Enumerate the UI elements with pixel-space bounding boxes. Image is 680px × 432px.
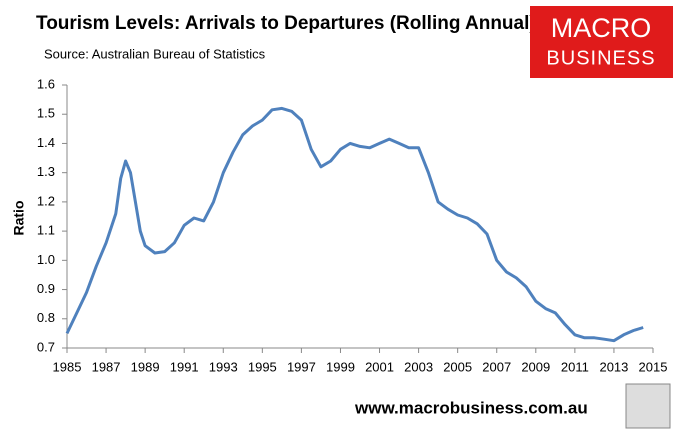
y-axis-label: Ratio — [11, 201, 27, 236]
x-tick-label: 1989 — [131, 359, 160, 374]
y-tick-label: 1.4 — [37, 135, 55, 150]
x-tick-label: 2007 — [482, 359, 511, 374]
x-tick-label: 1995 — [248, 359, 277, 374]
chart-subtitle: Source: Australian Bureau of Statistics — [44, 46, 266, 61]
logo-bottom: BUSINESS — [546, 47, 655, 69]
y-tick-label: 0.8 — [37, 310, 55, 325]
y-tick-label: 0.9 — [37, 281, 55, 296]
y-tick-label: 1.1 — [37, 223, 55, 238]
x-tick-label: 2015 — [639, 359, 668, 374]
footer: www.macrobusiness.com.au — [354, 398, 588, 417]
wolf-icon — [625, 383, 671, 429]
x-tick-label: 2001 — [365, 359, 394, 374]
logo-top: MACRO — [551, 13, 652, 43]
y-tick-label: 0.7 — [37, 339, 55, 354]
chart-title: Tourism Levels: Arrivals to Departures (… — [36, 13, 536, 34]
y-tick-label: 1.0 — [37, 252, 55, 267]
y-tick-label: 1.2 — [37, 193, 55, 208]
x-tick-label: 1993 — [209, 359, 238, 374]
x-tick-label: 2009 — [521, 359, 550, 374]
x-tick-label: 2003 — [404, 359, 433, 374]
x-tick-label: 2011 — [561, 359, 589, 374]
y-tick-label: 1.5 — [37, 106, 55, 121]
x-tick-label: 1991 — [170, 359, 199, 374]
x-tick-label: 2005 — [443, 359, 472, 374]
x-tick-label: 1985 — [53, 359, 82, 374]
x-tick-label: 1997 — [287, 359, 316, 374]
y-tick-label: 1.6 — [37, 76, 55, 91]
y-tick-label: 1.3 — [37, 164, 55, 179]
line-series — [65, 106, 644, 343]
x-tick-label: 2013 — [599, 359, 628, 374]
logo-box — [530, 6, 673, 78]
x-tick-label: 1987 — [92, 359, 121, 374]
x-tick-label: 1999 — [326, 359, 355, 374]
